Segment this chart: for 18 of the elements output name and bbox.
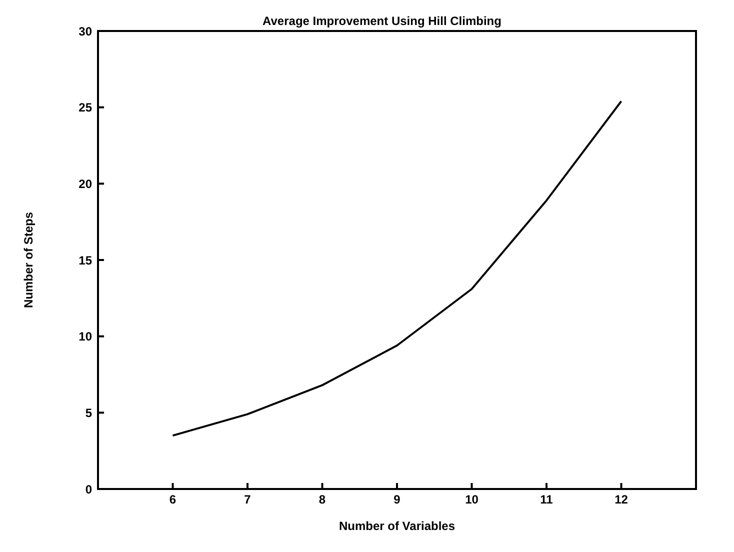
y-tick-label: 25 <box>78 100 92 115</box>
y-tick-label: 30 <box>78 24 92 38</box>
x-tick-label: 10 <box>465 492 479 507</box>
x-tick-label: 11 <box>540 492 554 507</box>
x-tick-label: 7 <box>244 492 252 507</box>
y-tick-label: 0 <box>85 482 92 496</box>
x-tick-label: 6 <box>169 492 176 507</box>
y-tick-label: 10 <box>78 330 92 344</box>
y-tick-label: 5 <box>85 406 92 420</box>
chart-title: Average Improvement Using Hill Climbing <box>262 14 502 28</box>
y-tick-label: 20 <box>78 176 92 191</box>
line-series <box>172 100 622 437</box>
x-tick-label: 9 <box>394 492 401 507</box>
y-tick-label: 15 <box>78 253 92 268</box>
y-axis-title: Number of Steps <box>21 212 36 308</box>
x-tick-label: 8 <box>318 492 326 507</box>
x-tick-label: 12 <box>614 492 628 507</box>
x-axis-title: Number of Variables <box>338 519 456 533</box>
